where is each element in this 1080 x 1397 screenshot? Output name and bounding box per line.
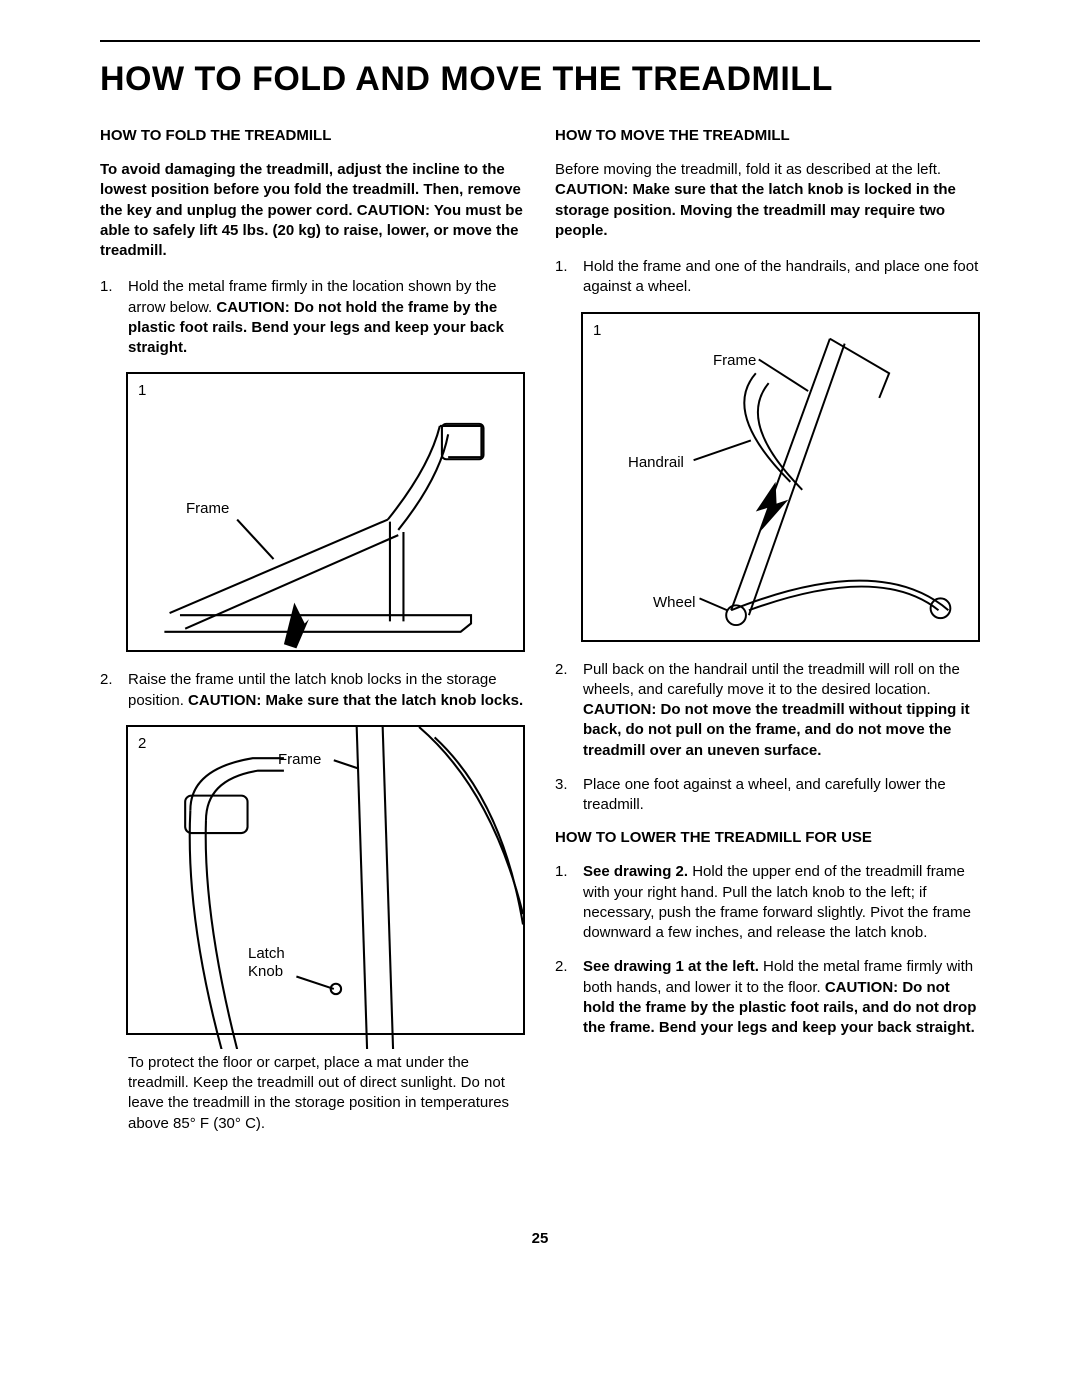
lower-subhead: HOW TO LOWER THE TREADMILL FOR USE — [555, 829, 980, 846]
right-column: HOW TO MOVE THE TREADMILL Before moving … — [555, 127, 980, 1150]
move-subhead: HOW TO MOVE THE TREADMILL — [555, 127, 980, 144]
fold-steps-2: Raise the frame until the latch knob loc… — [100, 670, 525, 711]
lower-step-2-bold1: See drawing 1 at the left. — [583, 958, 759, 975]
fold-fig2-num: 2 — [138, 735, 146, 752]
top-rule — [100, 40, 980, 42]
move-step-2-plain: Pull back on the handrail until the trea… — [583, 661, 960, 698]
treadmill-move-icon — [583, 314, 978, 640]
move-intro: Before moving the treadmill, fold it as … — [555, 160, 980, 241]
move-step-1: Hold the frame and one of the handrails,… — [555, 257, 980, 298]
lower-step-1: See drawing 2. Hold the upper end of the… — [555, 862, 980, 943]
treadmill-folded-icon — [128, 727, 523, 1049]
fold-after-text: To protect the floor or carpet, place a … — [100, 1053, 525, 1134]
fold-fig2-latch-label: Latch — [248, 945, 285, 962]
fold-fig2-frame-label: Frame — [278, 751, 321, 768]
move-figure-1: 1 Frame Handrail Wheel — [581, 312, 980, 642]
lower-step-2: See drawing 1 at the left. Hold the meta… — [555, 957, 980, 1038]
page-title: HOW TO FOLD AND MOVE THE TREADMILL — [100, 60, 980, 99]
two-column-layout: HOW TO FOLD THE TREADMILL To avoid damag… — [100, 127, 980, 1150]
fold-fig2-knob-label: Knob — [248, 963, 283, 980]
lower-step-1-bold: See drawing 2. — [583, 863, 688, 880]
move-step-2: Pull back on the handrail until the trea… — [555, 660, 980, 761]
page-number: 25 — [100, 1230, 980, 1247]
move-fig1-wheel-label: Wheel — [653, 594, 696, 611]
move-steps: Hold the frame and one of the handrails,… — [555, 257, 980, 298]
move-step-3: Place one foot against a wheel, and care… — [555, 775, 980, 816]
fold-figure-2: 2 Frame Latch Knob — [126, 725, 525, 1035]
fold-step-1: Hold the metal frame firmly in the locat… — [100, 277, 525, 358]
fold-step-2: Raise the frame until the latch knob loc… — [100, 670, 525, 711]
fold-steps: Hold the metal frame firmly in the locat… — [100, 277, 525, 358]
fold-step-2-caution: CAUTION: Make sure that the latch knob l… — [188, 692, 523, 709]
fold-fig1-num: 1 — [138, 382, 146, 399]
fold-fig1-frame-label: Frame — [186, 500, 229, 517]
fold-subhead: HOW TO FOLD THE TREADMILL — [100, 127, 525, 144]
fold-intro: To avoid damaging the treadmill, adjust … — [100, 160, 525, 261]
treadmill-unfold-icon — [128, 374, 523, 665]
move-fig1-frame-label: Frame — [713, 352, 756, 369]
move-steps-2: Pull back on the handrail until the trea… — [555, 660, 980, 816]
lower-steps: See drawing 2. Hold the upper end of the… — [555, 862, 980, 1038]
move-intro-plain: Before moving the treadmill, fold it as … — [555, 161, 941, 178]
move-step-2-bold: CAUTION: Do not move the treadmill witho… — [583, 701, 970, 759]
move-fig1-num: 1 — [593, 322, 601, 339]
move-intro-bold: CAUTION: Make sure that the latch knob i… — [555, 181, 956, 239]
fold-figure-1: 1 Frame — [126, 372, 525, 652]
move-fig1-handrail-label: Handrail — [628, 454, 684, 471]
left-column: HOW TO FOLD THE TREADMILL To avoid damag… — [100, 127, 525, 1150]
